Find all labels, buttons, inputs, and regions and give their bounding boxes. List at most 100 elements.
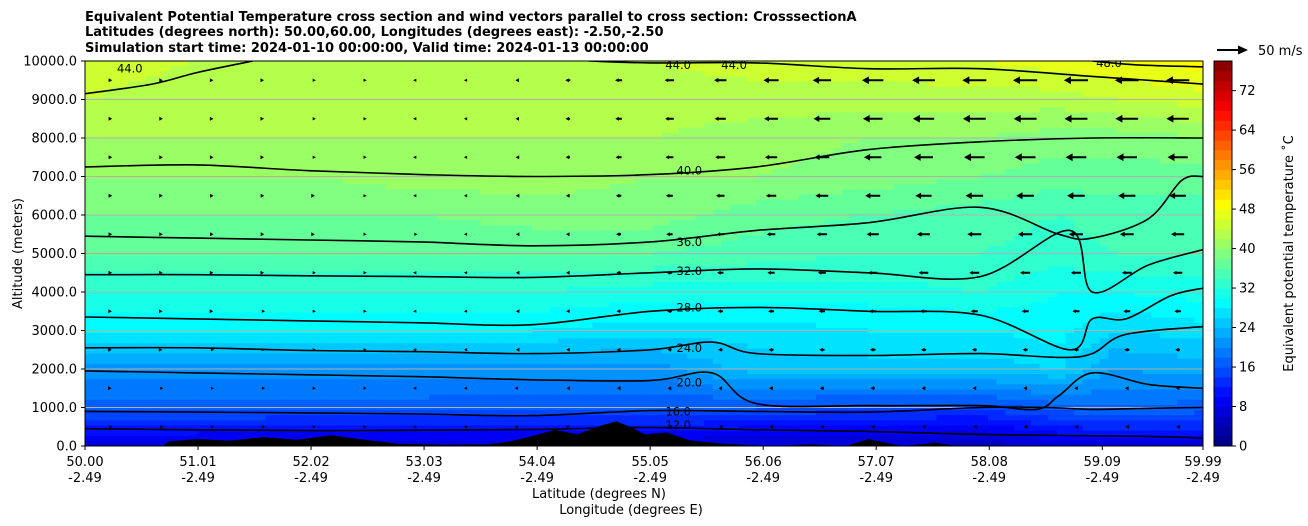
field-cell: [368, 230, 378, 237]
field-cell: [325, 158, 335, 165]
field-cell: [652, 153, 662, 160]
field-cell: [1117, 148, 1127, 154]
field-cell: [265, 215, 275, 221]
field-cell: [291, 209, 301, 216]
field-cell: [351, 117, 361, 124]
field-cell: [454, 235, 464, 242]
field-cell: [1177, 143, 1187, 149]
field-cell: [1082, 143, 1092, 149]
field-cell: [833, 245, 843, 252]
field-cell: [850, 199, 860, 206]
field-cell: [257, 245, 267, 252]
field-cell: [93, 143, 103, 149]
field-cell: [566, 76, 576, 83]
field-cell: [300, 71, 310, 77]
field-cell: [515, 179, 525, 185]
field-cell: [798, 179, 808, 185]
field-cell: [669, 158, 679, 165]
field-cell: [1074, 117, 1084, 124]
field-cell: [1151, 117, 1161, 124]
field-cell: [575, 194, 585, 201]
field-cell: [1039, 91, 1049, 98]
field-cell: [1160, 117, 1170, 124]
field-cell: [583, 199, 593, 206]
field-cell: [248, 112, 258, 119]
field-cell: [601, 158, 611, 165]
field-cell: [1099, 153, 1109, 160]
field-cell: [1005, 168, 1015, 175]
field-cell: [626, 81, 636, 88]
field-cell: [876, 230, 886, 237]
field-cell: [188, 153, 198, 160]
field-cell: [618, 220, 628, 226]
field-cell: [1065, 199, 1075, 206]
field-cell: [970, 122, 980, 129]
field-cell: [446, 209, 456, 216]
field-cell: [1151, 143, 1161, 149]
field-cell: [128, 209, 138, 216]
field-cell: [196, 215, 206, 221]
field-cell: [325, 138, 335, 144]
field-cell: [936, 189, 946, 196]
field-cell: [712, 61, 722, 67]
field-cell: [626, 91, 636, 98]
field-cell: [257, 102, 267, 108]
field-cell: [394, 235, 404, 242]
field-cell: [850, 138, 860, 144]
field-cell: [506, 66, 516, 72]
field-cell: [265, 256, 275, 262]
field-cell: [171, 225, 181, 231]
field-cell: [747, 235, 757, 242]
field-cell: [1125, 117, 1135, 124]
field-cell: [867, 117, 877, 124]
field-cell: [386, 127, 396, 134]
field-cell: [755, 168, 765, 175]
field-cell: [489, 117, 499, 124]
field-cell: [540, 132, 550, 139]
field-cell: [764, 81, 774, 88]
field-cell: [626, 76, 636, 83]
field-cell: [472, 204, 482, 211]
field-cell: [1005, 153, 1015, 160]
field-cell: [773, 204, 783, 211]
field-cell: [222, 225, 232, 231]
field-cell: [1185, 163, 1195, 170]
field-cell: [970, 132, 980, 139]
field-cell: [1185, 86, 1195, 93]
field-cell: [893, 143, 903, 149]
field-cell: [721, 138, 731, 144]
field-cell: [807, 235, 817, 242]
field-cell: [816, 158, 826, 165]
field-cell: [1013, 81, 1023, 88]
field-cell: [472, 132, 482, 139]
field-cell: [386, 168, 396, 175]
field-cell: [1151, 91, 1161, 98]
field-cell: [807, 61, 817, 67]
field-cell: [205, 143, 215, 149]
field-cell: [626, 102, 636, 108]
field-cell: [489, 107, 499, 113]
field-cell: [489, 225, 499, 231]
field-cell: [721, 240, 731, 247]
field-cell: [970, 245, 980, 252]
field-cell: [755, 184, 765, 190]
field-cell: [93, 107, 103, 113]
field-cell: [945, 194, 955, 201]
field-cell: [1125, 245, 1135, 252]
field-cell: [1185, 179, 1195, 185]
field-cell: [334, 256, 344, 262]
field-cell: [497, 127, 507, 134]
field-cell: [317, 117, 327, 124]
field-cell: [919, 168, 929, 175]
field-cell: [755, 235, 765, 242]
field-cell: [1082, 220, 1092, 226]
field-cell: [489, 230, 499, 237]
field-cell: [446, 245, 456, 252]
field-cell: [1125, 235, 1135, 242]
field-cell: [1134, 86, 1144, 93]
field-cell: [325, 153, 335, 160]
field-cell: [669, 220, 679, 226]
field-cell: [798, 138, 808, 144]
field-cell: [480, 220, 490, 226]
field-cell: [1005, 71, 1015, 77]
